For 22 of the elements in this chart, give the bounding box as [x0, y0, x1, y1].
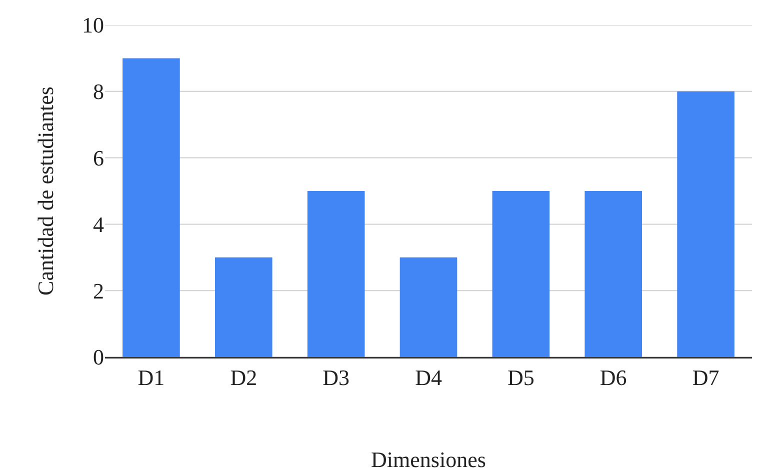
bar [492, 191, 550, 357]
x-tick-label: D6 [600, 364, 627, 390]
bar [400, 257, 458, 357]
x-tick-label: D3 [322, 364, 350, 390]
bar [214, 257, 272, 357]
bar [677, 91, 734, 357]
x-tick-label: D7 [692, 364, 720, 390]
x-axis-title: Dimensiones [371, 447, 486, 472]
y-tick-label: 10 [82, 12, 104, 38]
x-tick-label: D4 [415, 364, 442, 390]
bar [122, 58, 180, 357]
y-tick-label: 2 [93, 278, 104, 304]
y-tick-label: 6 [93, 146, 104, 170]
y-tick-label: 0 [93, 344, 104, 370]
y-tick-label: 4 [93, 212, 104, 237]
x-tick-label: D2 [230, 364, 258, 390]
y-tick-label: 8 [93, 79, 104, 104]
bar [584, 191, 642, 357]
y-axis-title: Cantidad de estudiantes [32, 86, 58, 296]
bar [307, 191, 365, 357]
x-tick-label: D1 [138, 364, 165, 390]
x-tick-label: D5 [507, 364, 534, 390]
